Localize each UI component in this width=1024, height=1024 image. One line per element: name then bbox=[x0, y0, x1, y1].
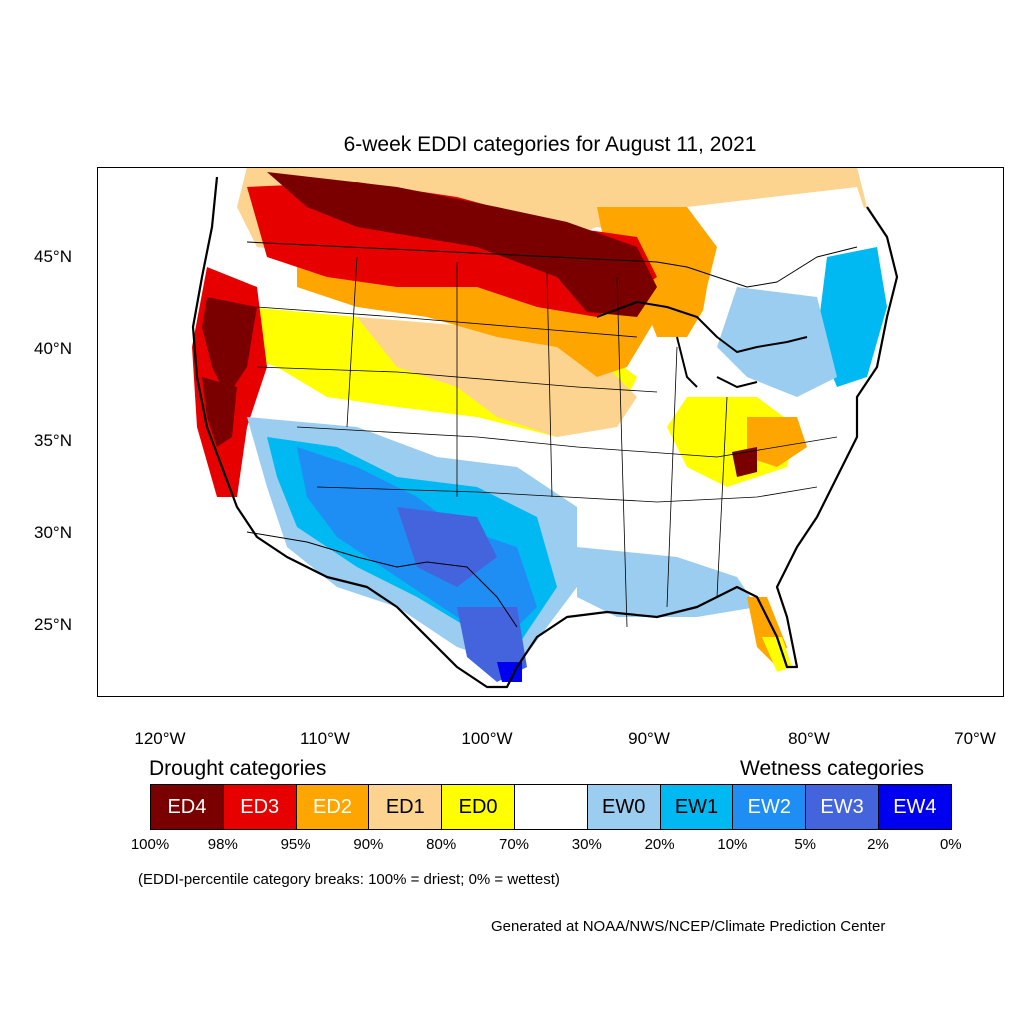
legend-box-ew1: EW1 bbox=[659, 784, 734, 830]
lat-tick-40: 40°N bbox=[34, 339, 72, 358]
region-ed4-north bbox=[267, 172, 657, 317]
legend-break-label: 98% bbox=[207, 836, 238, 853]
lat-tick-30: 30°N bbox=[34, 523, 72, 542]
eddi-map bbox=[97, 167, 1004, 697]
mexico-border bbox=[246, 531, 518, 628]
credit-text: Generated at NOAA/NWS/NCEP/Climate Predi… bbox=[491, 918, 886, 935]
legend-break-label: 20% bbox=[644, 836, 675, 853]
canada-border bbox=[246, 241, 858, 288]
region-ew1-newengland bbox=[817, 247, 887, 387]
region-ed4-westcoast bbox=[202, 297, 257, 397]
great-lakes bbox=[596, 301, 808, 388]
lat-tick-35: 35°N bbox=[34, 431, 72, 450]
region-ed4-sierra bbox=[202, 377, 237, 447]
legend-box-ed3: ED3 bbox=[222, 784, 297, 830]
legend-break-label: 90% bbox=[353, 836, 384, 853]
legend-box-ew0: EW0 bbox=[586, 784, 661, 830]
legend-box-normal bbox=[514, 784, 588, 830]
lon-tick-90: 90°W bbox=[628, 729, 670, 748]
region-ed4-virginia bbox=[732, 447, 757, 477]
lon-tick-100: 100°W bbox=[461, 729, 513, 748]
region-ed0-florida bbox=[762, 637, 792, 672]
legend-box-ew2: EW2 bbox=[732, 784, 807, 830]
region-ew0-northeast bbox=[717, 287, 837, 397]
region-ew4-texas-coast bbox=[497, 662, 522, 682]
legend-box-ed1: ED1 bbox=[368, 784, 443, 830]
map-frame bbox=[97, 167, 1004, 697]
legend-break-label: 100% bbox=[130, 836, 170, 853]
legend-break-label: 70% bbox=[498, 836, 530, 853]
wetness-heading: Wetness categories bbox=[740, 757, 925, 780]
state-lines bbox=[256, 256, 838, 628]
legend-box-ed2: ED2 bbox=[295, 784, 370, 830]
legend-break-label: 5% bbox=[794, 836, 817, 853]
lon-tick-70: 70°W bbox=[954, 729, 996, 748]
category-note: (EDDI-percentile category breaks: 100% =… bbox=[138, 871, 560, 888]
region-ed2-virginia bbox=[747, 417, 807, 467]
legend-box-ew4: EW4 bbox=[878, 784, 952, 830]
lat-tick-45: 45°N bbox=[34, 247, 72, 266]
region-ed1-plains bbox=[357, 317, 637, 437]
map-title: 6-week EDDI categories for August 11, 20… bbox=[343, 133, 757, 156]
region-ew3-texas bbox=[397, 507, 497, 587]
lon-tick-120: 120°W bbox=[134, 729, 186, 748]
legend-break-label: 30% bbox=[571, 836, 602, 853]
lat-tick-25: 25°N bbox=[34, 615, 72, 634]
legend-break-label: 95% bbox=[280, 836, 311, 853]
boundary-lines bbox=[191, 176, 899, 689]
lon-tick-110: 110°W bbox=[300, 729, 350, 748]
lon-tick-80: 80°W bbox=[788, 729, 830, 748]
legend-break-label: 80% bbox=[426, 836, 457, 853]
legend-break-label: 0% bbox=[939, 836, 962, 853]
legend-box-ed4: ED4 bbox=[150, 784, 224, 830]
legend-break-label: 10% bbox=[717, 836, 748, 853]
category-regions bbox=[192, 167, 887, 682]
drought-heading: Drought categories bbox=[149, 757, 327, 780]
us-coastline bbox=[191, 176, 899, 689]
legend-box-ew3: EW3 bbox=[805, 784, 879, 830]
legend-box-ed0: ED0 bbox=[441, 784, 515, 830]
legend-break-label: 2% bbox=[867, 836, 889, 853]
